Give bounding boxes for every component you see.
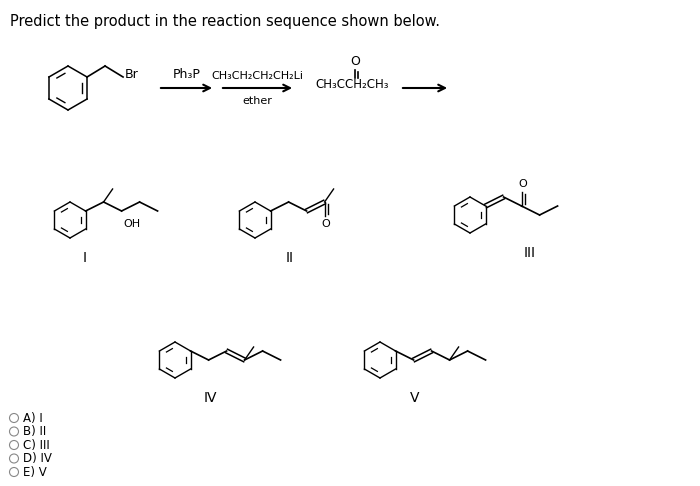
Text: CH₃CCH₂CH₃: CH₃CCH₂CH₃ xyxy=(315,79,388,91)
Text: Predict the product in the reaction sequence shown below.: Predict the product in the reaction sequ… xyxy=(10,14,440,29)
Text: I: I xyxy=(83,251,87,265)
Text: A) I: A) I xyxy=(23,412,43,424)
Circle shape xyxy=(10,440,18,450)
Text: O: O xyxy=(350,55,360,68)
Text: III: III xyxy=(524,246,536,260)
Text: ether: ether xyxy=(243,96,272,106)
Text: O: O xyxy=(518,179,527,189)
Text: O: O xyxy=(321,219,330,229)
Text: CH₃CH₂CH₂CH₂Li: CH₃CH₂CH₂CH₂Li xyxy=(211,71,304,81)
Text: C) III: C) III xyxy=(23,438,50,451)
Text: D) IV: D) IV xyxy=(23,452,52,465)
Text: II: II xyxy=(286,251,294,265)
Circle shape xyxy=(10,414,18,422)
Circle shape xyxy=(10,454,18,463)
Text: E) V: E) V xyxy=(23,466,47,479)
Text: OH: OH xyxy=(124,219,141,229)
Text: B) II: B) II xyxy=(23,425,46,438)
Text: Ph₃P: Ph₃P xyxy=(173,68,200,81)
Text: V: V xyxy=(410,391,420,405)
Text: IV: IV xyxy=(203,391,217,405)
Circle shape xyxy=(10,468,18,476)
Circle shape xyxy=(10,427,18,436)
Text: Br: Br xyxy=(125,69,139,82)
